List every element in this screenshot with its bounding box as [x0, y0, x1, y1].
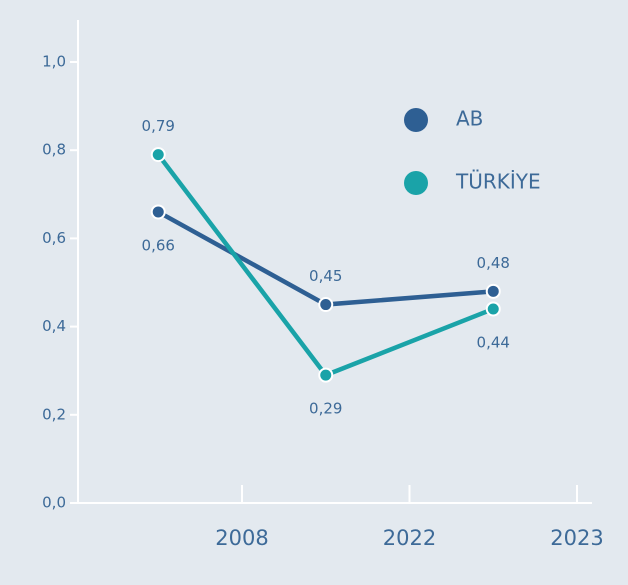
series-line [157, 209, 494, 307]
value-label: 0,44 [477, 333, 510, 351]
value-label: 0,66 [142, 236, 175, 254]
value-label: 0,79 [142, 117, 175, 135]
series-line [156, 153, 495, 378]
legend-label: AB [456, 107, 483, 131]
x-tick-label: 2008 [215, 526, 268, 550]
y-tick-label: 1,0 [42, 53, 66, 71]
y-tick-label: 0,4 [42, 317, 66, 335]
legend-marker [404, 108, 428, 132]
value-label: 0,29 [309, 400, 342, 418]
legend-label: TÜRKİYE [455, 170, 541, 194]
point [150, 147, 166, 163]
point [485, 301, 501, 317]
point [485, 283, 501, 299]
y-tick-label: 0,2 [42, 405, 66, 423]
value-label: 0,48 [477, 254, 510, 272]
y-tick-label: 0,0 [42, 494, 66, 512]
x-tick-label: 2023 [550, 526, 603, 550]
y-tick-label: 0,8 [42, 141, 66, 159]
point [318, 367, 334, 383]
point [318, 297, 334, 313]
point [150, 204, 166, 220]
x-tick-label: 2022 [383, 526, 436, 550]
legend-marker [404, 171, 428, 195]
y-tick-label: 0,6 [42, 229, 66, 247]
value-label: 0,45 [309, 267, 342, 285]
